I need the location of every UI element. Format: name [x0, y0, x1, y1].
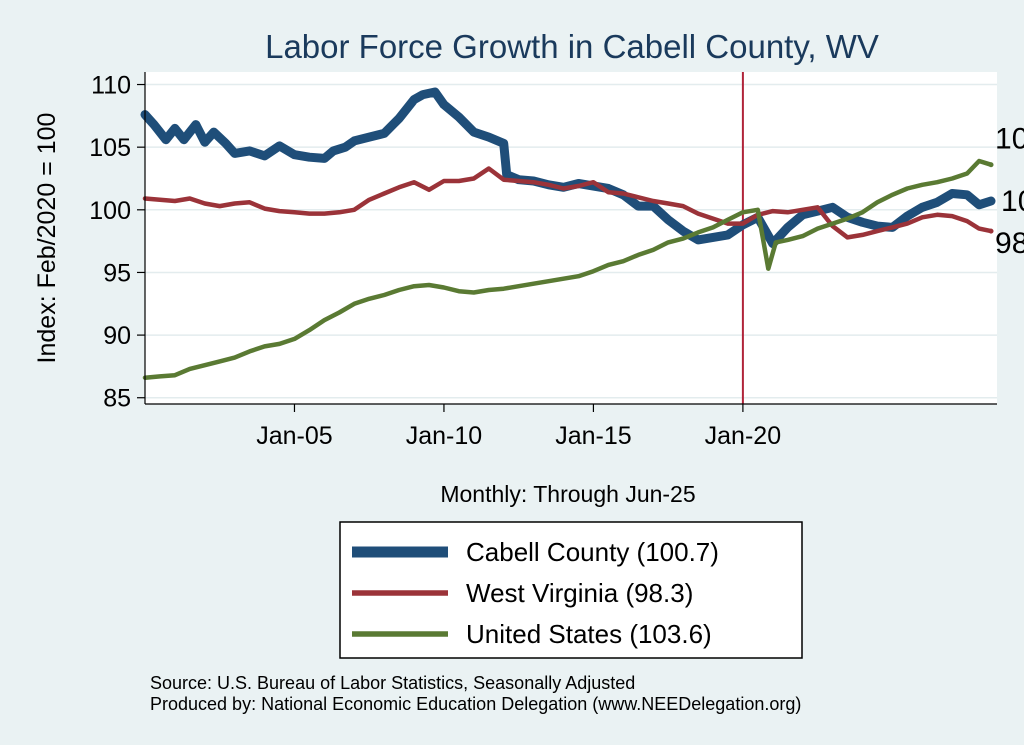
- series-end-point: [988, 228, 994, 234]
- legend-box: [339, 521, 803, 659]
- y-tick-label: 110: [91, 72, 131, 100]
- y-tick-label: 95: [103, 259, 131, 287]
- chart-title: Labor Force Growth in Cabell County, WV: [265, 28, 879, 65]
- y-axis-ticks: 85 90 95 100 105 110: [89, 72, 145, 413]
- x-tick-label: Jan-15: [555, 422, 631, 450]
- end-label-west-virginia: 98.3: [995, 227, 1024, 260]
- y-axis-label: Index: Feb/2020 = 100: [33, 113, 61, 364]
- legend: Cabell County (100.7) West Virginia (98.3…: [352, 537, 719, 649]
- end-labels: 100.7 98.3 103.6: [995, 123, 1024, 260]
- series-line-west-virginia: [142, 166, 994, 240]
- legend-label: United States (103.6): [466, 619, 712, 649]
- x-tick-label: Jan-05: [256, 422, 332, 450]
- end-label-cabell-county: 100.7: [1001, 185, 1024, 218]
- y-tick-label: 85: [103, 385, 131, 413]
- produced-by-note: Produced by: National Economic Education…: [150, 694, 801, 714]
- series-end-point: [988, 198, 994, 204]
- series-group: [140, 87, 996, 380]
- x-axis-ticks: Jan-05 Jan-10 Jan-15 Jan-20: [256, 404, 781, 450]
- series-line-united-states: [142, 158, 994, 380]
- legend-label: West Virginia (98.3): [466, 578, 693, 608]
- series-end-point: [988, 162, 994, 168]
- plot-area: [145, 72, 997, 404]
- legend-label: Cabell County (100.7): [466, 537, 719, 567]
- x-axis-label: Monthly: Through Jun-25: [440, 481, 695, 507]
- source-note: Source: U.S. Bureau of Labor Statistics,…: [150, 673, 635, 693]
- end-label-united-states: 103.6: [995, 123, 1024, 156]
- x-tick-label: Jan-20: [705, 422, 781, 450]
- y-tick-label: 105: [89, 134, 131, 162]
- y-tick-label: 100: [89, 197, 131, 225]
- y-tick-label: 90: [103, 322, 131, 350]
- x-tick-label: Jan-10: [406, 422, 482, 450]
